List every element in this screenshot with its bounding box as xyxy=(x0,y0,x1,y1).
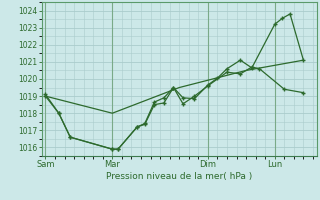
X-axis label: Pression niveau de la mer( hPa ): Pression niveau de la mer( hPa ) xyxy=(106,172,252,181)
